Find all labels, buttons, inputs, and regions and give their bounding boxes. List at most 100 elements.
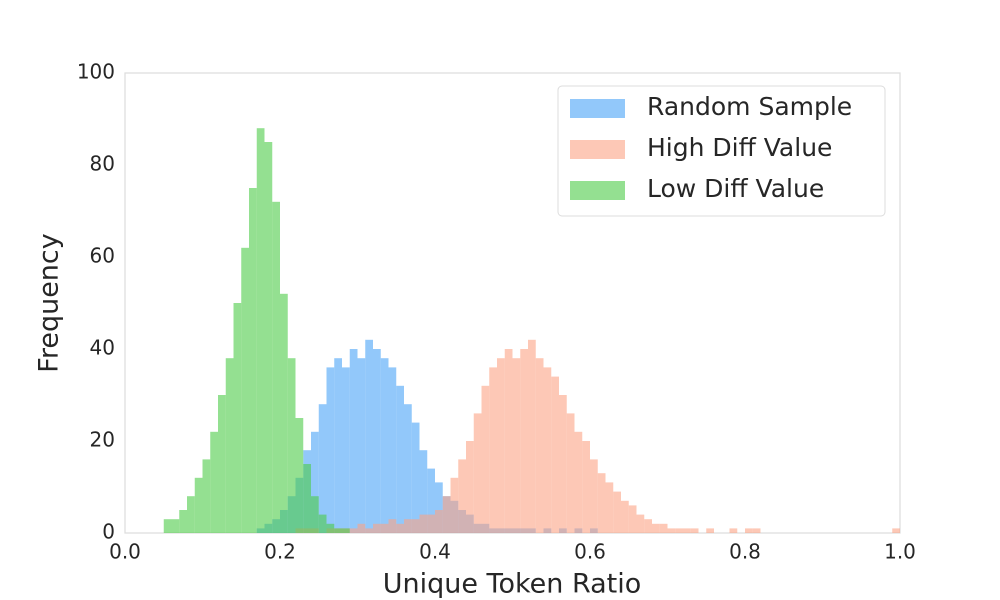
histogram-bar <box>225 358 234 533</box>
legend-label: Random Sample <box>647 92 852 121</box>
histogram-bar <box>628 505 637 533</box>
histogram-bar <box>163 519 172 533</box>
histogram-bar <box>365 339 373 533</box>
histogram-bar <box>582 441 590 533</box>
histogram-bar <box>388 519 397 533</box>
y-axis-label: Frequency <box>34 233 65 373</box>
y-tick-label: 20 <box>90 428 115 452</box>
histogram-bar <box>380 358 389 533</box>
histogram-bar <box>442 496 451 533</box>
y-tick-label: 80 <box>90 152 115 176</box>
histogram-bar <box>373 523 381 533</box>
histogram-bar <box>411 422 420 533</box>
histogram-bar <box>892 528 900 533</box>
histogram-bar <box>373 349 381 533</box>
histogram-bar <box>497 358 505 533</box>
histogram-bar <box>404 404 412 533</box>
legend-swatch <box>570 181 625 200</box>
histogram-bar <box>466 441 474 533</box>
histogram-bar <box>171 519 180 533</box>
legend-box <box>557 85 886 217</box>
histogram-bar <box>621 500 629 533</box>
histogram-bar <box>210 431 218 533</box>
histogram-bar <box>745 528 753 533</box>
histogram-bar <box>357 523 366 533</box>
histogram-bar <box>450 477 459 533</box>
histogram-bar <box>404 519 412 533</box>
histogram-bar <box>597 473 606 533</box>
histogram-bar <box>520 349 528 533</box>
histogram-bar <box>729 528 738 533</box>
histogram-bar <box>590 459 598 533</box>
x-tick-label: 0.4 <box>419 540 451 564</box>
legend-label: Low Diff Value <box>647 174 824 203</box>
histogram-bar <box>706 528 714 533</box>
histogram-bar <box>613 491 621 533</box>
histogram-bar <box>489 367 497 533</box>
histogram-bar <box>652 523 660 533</box>
histogram-bar <box>690 528 699 533</box>
histogram-bar <box>636 514 645 533</box>
histogram-bar <box>512 358 521 533</box>
histogram-bar <box>458 459 466 533</box>
histogram-bar <box>427 468 435 533</box>
histogram-bar <box>543 367 552 533</box>
bars <box>163 128 900 534</box>
legend: Random Sample High Diff Value Low Diff Val… <box>557 85 886 217</box>
x-tick-label: 0.8 <box>729 540 761 564</box>
histogram-bar <box>396 385 404 533</box>
histogram-bar <box>272 201 280 534</box>
histogram-bar <box>644 519 652 533</box>
histogram-bar <box>326 367 335 533</box>
histogram-bar <box>605 482 614 533</box>
histogram-bar <box>303 464 311 533</box>
histogram-bar <box>218 395 226 533</box>
histogram-bar <box>318 404 327 533</box>
histogram-bar <box>566 413 575 533</box>
histogram-bar <box>659 523 668 533</box>
histogram-bar <box>264 142 273 533</box>
histogram-bar <box>427 514 435 533</box>
histogram-bar <box>280 293 288 533</box>
y-tick-label: 100 <box>77 60 115 84</box>
histogram-bar <box>419 450 428 533</box>
histogram-bar <box>419 514 428 533</box>
histogram-bar <box>311 431 319 533</box>
x-tick-label: 0.2 <box>264 540 296 564</box>
histogram-bar <box>675 528 683 533</box>
histogram-bar <box>295 418 304 533</box>
histogram-bar <box>528 339 536 533</box>
histogram-bar <box>311 496 319 533</box>
histogram-bar <box>411 519 420 533</box>
histogram-bar <box>683 528 691 533</box>
legend-swatch <box>570 99 625 118</box>
histogram-bar <box>334 528 342 533</box>
x-tick-label: 0.0 <box>109 540 141 564</box>
histogram-bar <box>473 413 482 533</box>
y-tick-label: 40 <box>90 336 115 360</box>
y-tick-label: 0 <box>102 520 115 544</box>
histogram-bar <box>194 477 203 533</box>
histogram-bar <box>334 358 342 533</box>
legend-label: High Diff Value <box>647 133 832 162</box>
histogram-bar <box>435 510 443 533</box>
histogram-bar <box>357 358 366 533</box>
histogram-bar <box>342 528 350 533</box>
histogram-bar <box>380 523 389 533</box>
histogram-bar <box>559 395 567 533</box>
histogram-bar <box>233 303 242 533</box>
histogram-bar <box>574 431 583 533</box>
histogram-bar <box>287 358 296 533</box>
histogram-bar <box>365 528 373 533</box>
x-axis-label: Unique Token Ratio <box>383 569 642 600</box>
histogram-bar <box>349 528 358 533</box>
histogram-bar <box>535 358 544 533</box>
histogram-bar <box>256 128 265 533</box>
histogram-bar <box>326 523 335 533</box>
x-tick-label: 1.0 <box>884 540 916 564</box>
histogram-bar <box>481 385 490 533</box>
histogram-bar <box>349 349 358 533</box>
histogram-bar <box>318 514 327 533</box>
histogram-bar <box>551 376 559 533</box>
histogram-bar <box>667 528 676 533</box>
